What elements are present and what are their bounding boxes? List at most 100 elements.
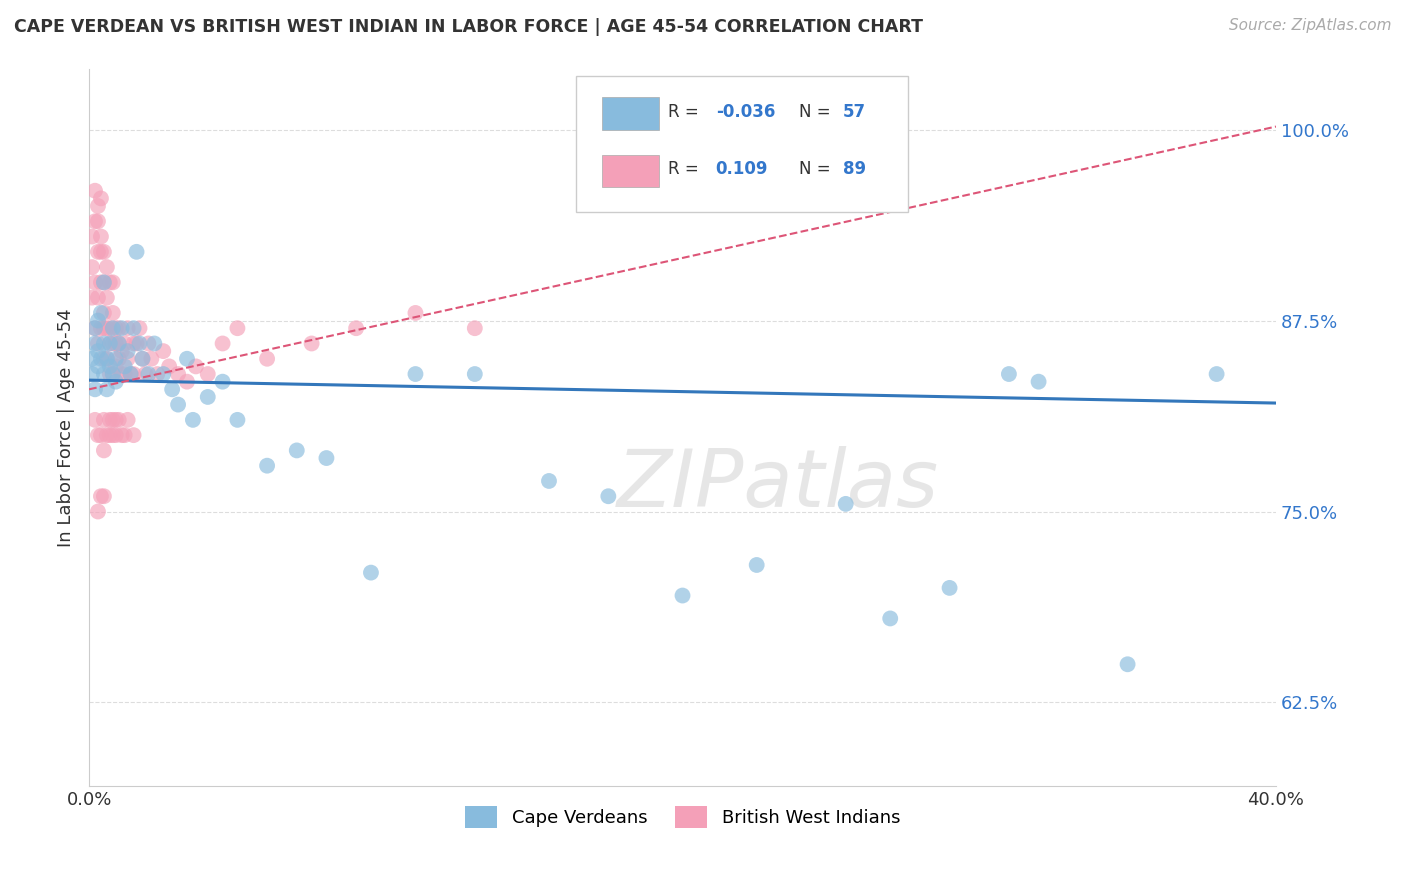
Point — [360, 566, 382, 580]
Point — [98, 321, 121, 335]
Point — [87, 214, 110, 228]
Point — [117, 351, 139, 366]
Point — [93, 276, 115, 290]
Point — [93, 244, 115, 259]
Legend: Cape Verdeans, British West Indians: Cape Verdeans, British West Indians — [458, 798, 907, 835]
Point — [101, 428, 124, 442]
Point — [134, 367, 156, 381]
FancyBboxPatch shape — [602, 154, 659, 187]
Text: -0.036: -0.036 — [716, 103, 775, 120]
Point — [93, 336, 115, 351]
Point — [404, 306, 426, 320]
FancyBboxPatch shape — [602, 97, 659, 129]
Point — [96, 351, 118, 366]
Text: 57: 57 — [842, 103, 866, 120]
Point — [80, 291, 103, 305]
Point — [404, 367, 426, 381]
Point — [671, 589, 693, 603]
Point — [101, 413, 124, 427]
Point — [464, 367, 486, 381]
Point — [152, 367, 174, 381]
Point — [285, 443, 308, 458]
Point — [87, 336, 110, 351]
Point — [87, 199, 110, 213]
Text: 0.109: 0.109 — [716, 160, 768, 178]
Text: N =: N = — [799, 160, 835, 178]
Point — [90, 244, 112, 259]
Point — [131, 351, 153, 366]
Point — [84, 276, 107, 290]
Point — [128, 321, 150, 335]
Text: R =: R = — [668, 103, 704, 120]
Point — [122, 336, 145, 351]
Point — [93, 321, 115, 335]
Point — [104, 375, 127, 389]
Point — [96, 428, 118, 442]
Point — [93, 367, 115, 381]
Y-axis label: In Labor Force | Age 45-54: In Labor Force | Age 45-54 — [58, 309, 75, 547]
Point — [96, 291, 118, 305]
Point — [107, 413, 129, 427]
Point — [211, 375, 233, 389]
Point — [111, 321, 134, 335]
Point — [98, 276, 121, 290]
Point — [197, 390, 219, 404]
Point — [104, 336, 127, 351]
Point — [120, 367, 142, 381]
Point — [226, 413, 249, 427]
Point — [176, 375, 198, 389]
Point — [98, 359, 121, 374]
Point — [344, 321, 367, 335]
Point — [117, 344, 139, 359]
Point — [98, 413, 121, 427]
Point — [80, 351, 103, 366]
Point — [256, 351, 278, 366]
Point — [98, 336, 121, 351]
Point — [98, 428, 121, 442]
Point — [90, 229, 112, 244]
Point — [80, 229, 103, 244]
Point — [157, 359, 180, 374]
Point — [93, 489, 115, 503]
Point — [104, 428, 127, 442]
Point — [80, 367, 103, 381]
Point — [167, 398, 190, 412]
Point — [87, 313, 110, 327]
Point — [111, 367, 134, 381]
Point — [93, 276, 115, 290]
Point — [93, 413, 115, 427]
Point — [184, 359, 207, 374]
Point — [96, 321, 118, 335]
Point — [101, 306, 124, 320]
Point — [107, 336, 129, 351]
Point — [101, 276, 124, 290]
Point — [138, 367, 160, 381]
Point — [1116, 657, 1139, 672]
Point — [152, 344, 174, 359]
Point — [87, 428, 110, 442]
Point — [90, 428, 112, 442]
Point — [141, 351, 163, 366]
Point — [104, 321, 127, 335]
Point — [104, 351, 127, 366]
Point — [138, 336, 160, 351]
Point — [107, 351, 129, 366]
Point — [122, 321, 145, 335]
Point — [256, 458, 278, 473]
Point — [1028, 375, 1050, 389]
Point — [87, 504, 110, 518]
Point — [114, 359, 136, 374]
Point — [122, 367, 145, 381]
Text: CAPE VERDEAN VS BRITISH WEST INDIAN IN LABOR FORCE | AGE 45-54 CORRELATION CHART: CAPE VERDEAN VS BRITISH WEST INDIAN IN L… — [14, 18, 924, 36]
Point — [111, 344, 134, 359]
Point — [90, 489, 112, 503]
Point — [90, 306, 112, 320]
Point — [101, 336, 124, 351]
Point — [301, 336, 323, 351]
Point — [101, 367, 124, 381]
Point — [90, 321, 112, 335]
Point — [197, 367, 219, 381]
Point — [84, 184, 107, 198]
FancyBboxPatch shape — [575, 76, 908, 212]
Point — [114, 428, 136, 442]
